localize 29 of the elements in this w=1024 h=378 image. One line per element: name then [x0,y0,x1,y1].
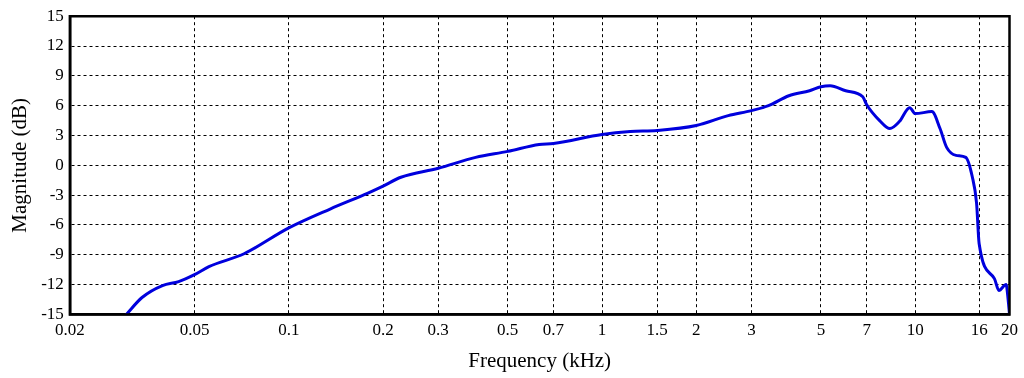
y-tick-label: 15 [46,5,64,25]
x-tick-label: 0.05 [179,320,210,340]
y-tick-label: -3 [49,184,64,204]
x-tick-label: 2 [692,320,701,340]
x-tick-label: 10 [906,320,924,340]
y-tick-label: 9 [55,65,64,85]
x-tick-label: 0.7 [542,320,565,340]
x-tick-label: 0.1 [278,320,300,340]
x-axis-title: Frequency (kHz) [468,347,612,372]
y-tick-label: -6 [49,214,64,234]
x-tick-label: 3 [747,320,756,340]
y-tick-label: 6 [55,95,64,115]
x-tick-label: 1.5 [646,320,668,340]
x-tick-label: 0.5 [497,320,519,340]
x-tick-label: 5 [816,320,826,340]
x-tick-label: 0.2 [372,320,394,340]
x-tick-label: 7 [862,320,872,340]
x-tick-label: 1 [597,320,607,340]
x-tick-label: 16 [970,320,988,340]
y-tick-label: 12 [46,35,64,55]
y-tick-label: 0 [55,154,64,174]
x-tick-label: 0.02 [54,320,85,340]
y-axis-title: Magnitude (dB) [7,97,32,233]
x-tick-label: 0.3 [427,320,449,340]
y-tick-label: -9 [49,244,64,264]
y-tick-label: 3 [55,124,64,144]
y-tick-label: -15 [41,303,64,323]
y-tick-label: -12 [41,274,64,294]
x-tick-label: 20 [1001,320,1018,340]
